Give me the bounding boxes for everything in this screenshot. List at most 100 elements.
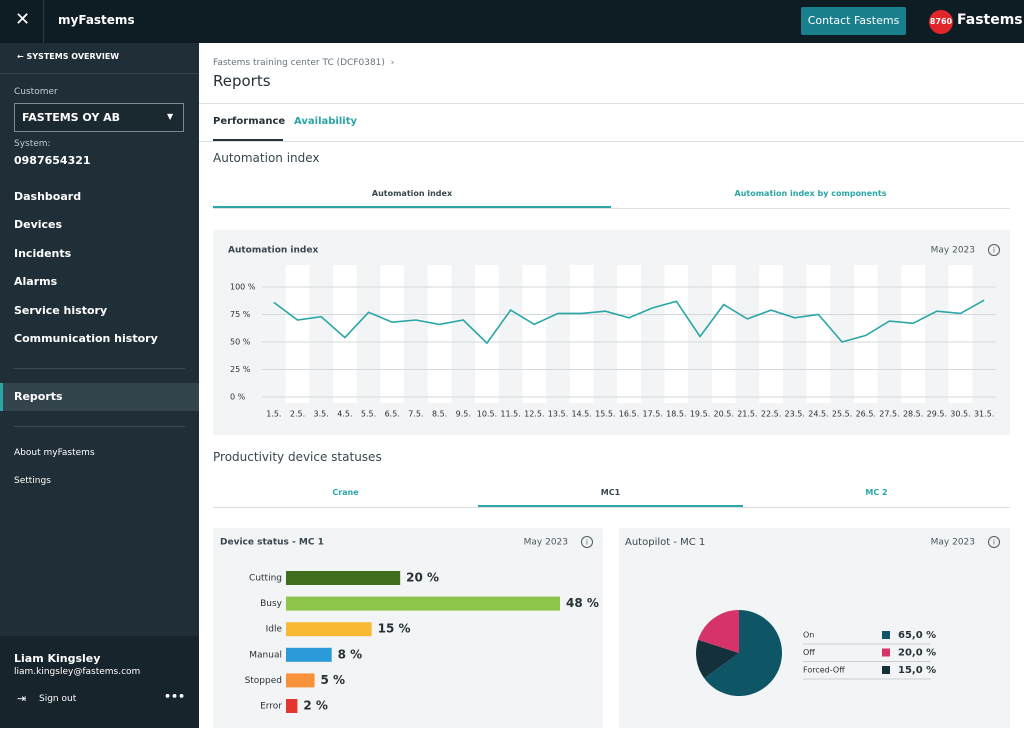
- sidebar: ← SYSTEMS OVERVIEW Customer FASTEMS OY A…: [0, 43, 199, 728]
- x-tick-label: 24.5.: [808, 410, 828, 419]
- x-tick-label: 1.5.: [266, 410, 281, 419]
- top-bar: ✕ myFastems Contact Fastems 8760 Fastems: [0, 0, 1024, 43]
- info-glyph: i: [586, 539, 588, 547]
- customer-select[interactable]: FASTEMS OY AB ▼: [14, 103, 184, 132]
- system-value: 0987654321: [14, 154, 91, 167]
- tab[interactable]: Performance: [213, 116, 286, 127]
- active-marker: [0, 383, 3, 411]
- stripe: [806, 265, 831, 403]
- x-tick-label: 27.5.: [879, 410, 899, 419]
- sign-out-icon: ⇥: [17, 692, 27, 705]
- nav-item[interactable]: Service history: [14, 303, 108, 317]
- stripe: [475, 265, 499, 403]
- tab[interactable]: Availability: [294, 116, 357, 127]
- panel-title: Autopilot - MC 1: [625, 537, 705, 548]
- x-tick-label: 22.5.: [761, 410, 781, 419]
- y-tick-label: 100 %: [230, 283, 256, 292]
- sign-out[interactable]: Sign out: [39, 694, 77, 704]
- x-tick-label: 12.5.: [524, 410, 544, 419]
- y-tick-label: 25 %: [230, 365, 251, 374]
- bar-chart: Device status - MC 1 May 2023 i Cutting 20 %…: [220, 536, 599, 713]
- divider: [199, 103, 1024, 104]
- category-label: Cutting: [249, 574, 282, 584]
- nav-item[interactable]: Communication history: [14, 332, 158, 345]
- stripe: [711, 265, 736, 403]
- y-tick-label: 50 %: [230, 338, 251, 347]
- y-tick-label: 75 %: [230, 310, 251, 319]
- legend-label: On: [803, 631, 814, 640]
- user-email: liam.kingsley@fastems.com: [14, 667, 141, 677]
- period: May 2023: [931, 246, 975, 256]
- divider: [14, 368, 185, 369]
- nav-item[interactable]: Alarms: [14, 275, 58, 289]
- legend-swatch: [882, 666, 890, 674]
- active-item[interactable]: Reports: [0, 383, 199, 411]
- secondary-link[interactable]: Settings: [14, 476, 51, 486]
- x-tick-label: 30.5.: [950, 410, 970, 419]
- x-tick-label: 11.5.: [500, 410, 520, 419]
- nav-label: Reports: [14, 390, 63, 403]
- info-icon: [581, 536, 593, 548]
- x-tick-label: 2.5.: [290, 410, 305, 419]
- divider: [199, 141, 1024, 142]
- customer-value: FASTEMS OY AB: [22, 111, 121, 124]
- info-glyph: i: [993, 247, 995, 255]
- subtab[interactable]: Crane: [332, 488, 359, 497]
- bar: [286, 699, 298, 713]
- subtab[interactable]: MC1: [600, 488, 621, 497]
- breadcrumb[interactable]: Fastems training center TC (DCF0381) ›: [213, 58, 395, 68]
- info-icon: [988, 244, 1000, 256]
- value-label: 5 %: [321, 673, 346, 687]
- line-series: [273, 299, 985, 345]
- breadcrumb-text: Fastems training center TC (DCF0381): [213, 58, 385, 68]
- section-title: Productivity device statuses: [213, 450, 382, 464]
- stripe: [380, 265, 405, 403]
- legend-label: Forced-Off: [803, 666, 845, 675]
- category-label: Manual: [249, 650, 282, 660]
- pie-slice: [696, 639, 739, 679]
- bar: [286, 647, 332, 662]
- back-link[interactable]: ← SYSTEMS OVERVIEW: [17, 52, 120, 61]
- section-title: Automation index: [213, 151, 320, 165]
- line-panel: Automation index May 2023 i 0 % 25 % 50 % 75 %…: [213, 230, 1010, 435]
- nav-item[interactable]: Devices: [14, 218, 63, 232]
- logo-badge: 8760: [929, 10, 953, 34]
- stripe: [569, 265, 594, 403]
- nav-item[interactable]: Dashboard: [14, 190, 82, 203]
- bar-panel: Device status - MC 1 May 2023 i Cutting 20 %…: [213, 528, 603, 728]
- close-icon[interactable]: ✕: [15, 9, 31, 30]
- panel-title: Device status - MC 1: [220, 538, 324, 548]
- line-chart: Automation index May 2023 i 0 % 25 % 50 % 75 %…: [228, 244, 1000, 419]
- category-label: Busy: [260, 599, 283, 609]
- logo: Fastems: [957, 12, 1023, 28]
- divider: [213, 507, 1010, 508]
- x-tick-label: 16.5.: [619, 410, 639, 419]
- x-tick-label: 5.5.: [361, 410, 376, 419]
- stripe: [853, 265, 878, 403]
- subtab[interactable]: Automation index: [371, 189, 453, 198]
- back-text: SYSTEMS OVERVIEW: [26, 52, 120, 61]
- bar: [286, 622, 372, 637]
- bar: [286, 596, 560, 611]
- subtab[interactable]: MC 2: [865, 488, 888, 497]
- legend-swatch: [882, 648, 890, 657]
- subtab[interactable]: Automation index by components: [734, 189, 887, 198]
- more-menu[interactable]: •••: [164, 690, 186, 703]
- stripe: [901, 265, 925, 403]
- info-glyph: i: [993, 539, 995, 547]
- customer-label: Customer: [14, 87, 58, 97]
- value-label: 8 %: [338, 647, 363, 661]
- x-tick-label: 7.5.: [408, 410, 423, 419]
- x-tick-label: 10.5.: [477, 410, 497, 419]
- pie-panel: Autopilot - MC 1 May 2023 i On 65,0 % Off 20,0…: [619, 528, 1010, 728]
- user-panel: Liam Kingsley liam.kingsley@fastems.com …: [0, 636, 199, 728]
- panel-title: Automation index: [228, 246, 318, 256]
- legend-value: 20,0 %: [898, 648, 936, 659]
- x-tick-label: 29.5.: [927, 410, 947, 419]
- x-tick-label: 20.5.: [714, 410, 734, 419]
- nav-item[interactable]: Incidents: [14, 246, 72, 260]
- contact-button[interactable]: Contact Fastems: [801, 7, 906, 35]
- secondary-link[interactable]: About myFastems: [14, 448, 95, 458]
- x-tick-label: 23.5.: [785, 410, 805, 419]
